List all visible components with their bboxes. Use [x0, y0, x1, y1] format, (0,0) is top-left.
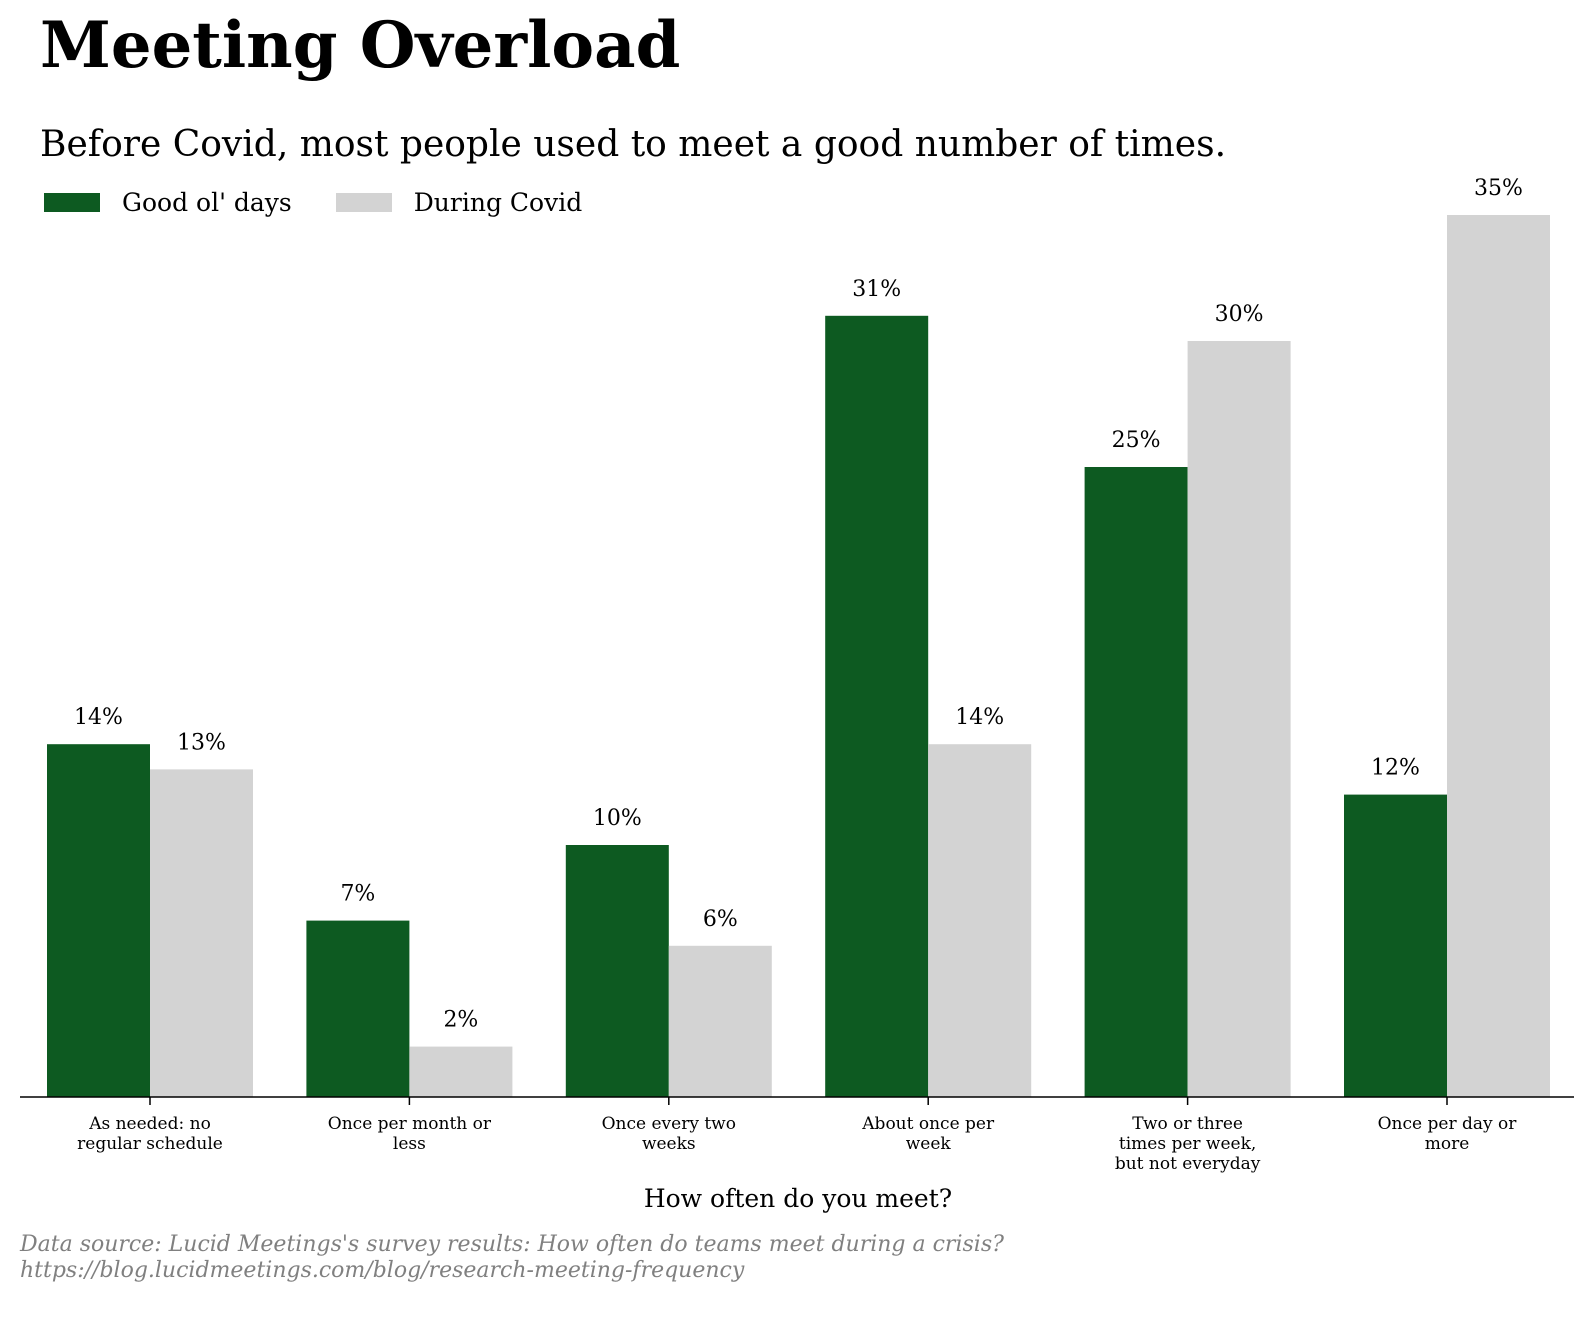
x-tick-label: times per week,	[1119, 1134, 1256, 1154]
x-tick-label: Once per day or	[1378, 1114, 1518, 1134]
x-tick-label: As needed: no	[88, 1114, 211, 1134]
data-label: 35%	[1474, 176, 1523, 201]
x-tick-label: About once per	[861, 1114, 995, 1134]
data-label: 14%	[955, 705, 1004, 730]
bar-good-ol-days	[825, 315, 929, 1097]
x-axis-title: How often do you meet?	[644, 1184, 952, 1213]
data-label: 13%	[177, 730, 226, 755]
legend: Good ol' days During Covid	[44, 188, 626, 217]
data-label: 31%	[852, 277, 901, 302]
x-tick-label: less	[393, 1134, 426, 1154]
data-source-note: Data source: Lucid Meetings's survey res…	[20, 1232, 1004, 1284]
legend-swatch-good-ol-days	[44, 193, 100, 212]
data-label: 6%	[703, 907, 738, 932]
chart-title: Meeting Overload	[40, 8, 681, 83]
data-label: 12%	[1371, 756, 1420, 781]
bar-during-covid	[409, 1046, 513, 1097]
data-label: 7%	[340, 882, 375, 907]
bar-during-covid	[150, 769, 253, 1097]
x-tick-label: Once every two	[602, 1114, 736, 1134]
bar-during-covid	[1187, 341, 1291, 1097]
bar-good-ol-days	[565, 845, 669, 1097]
chart-subtitle: Before Covid, most people used to meet a…	[40, 124, 1227, 165]
bar-during-covid	[928, 744, 1032, 1097]
bar-good-ol-days	[1084, 467, 1188, 1097]
data-label: 10%	[593, 806, 642, 831]
bar-during-covid	[1447, 215, 1550, 1097]
x-tick-label: but not everyday	[1115, 1154, 1261, 1174]
bar-during-covid	[668, 945, 772, 1097]
data-source-url: https://blog.lucidmeetings.com/blog/rese…	[20, 1258, 745, 1283]
legend-item-during-covid: During Covid	[335, 188, 583, 217]
bar-good-ol-days	[47, 744, 150, 1097]
bar-good-ol-days	[306, 920, 410, 1097]
legend-label-during-covid: During Covid	[413, 188, 583, 217]
x-tick-label: Two or three	[1132, 1114, 1243, 1134]
x-tick-label: weeks	[642, 1134, 696, 1154]
legend-label-good-ol-days: Good ol' days	[122, 188, 292, 217]
data-label: 25%	[1112, 428, 1161, 453]
bar-good-ol-days	[1344, 794, 1447, 1097]
data-source-line: Data source: Lucid Meetings's survey res…	[20, 1232, 1004, 1257]
legend-item-good-ol-days: Good ol' days	[44, 188, 292, 217]
legend-swatch-during-covid	[335, 193, 392, 212]
data-label: 2%	[443, 1008, 478, 1033]
data-label: 14%	[74, 705, 123, 730]
x-tick-label: Once per month or	[328, 1114, 492, 1134]
data-label: 30%	[1215, 302, 1264, 327]
x-tick-label: more	[1425, 1134, 1470, 1154]
x-tick-label: regular schedule	[77, 1134, 223, 1154]
x-tick-label: week	[906, 1134, 952, 1154]
